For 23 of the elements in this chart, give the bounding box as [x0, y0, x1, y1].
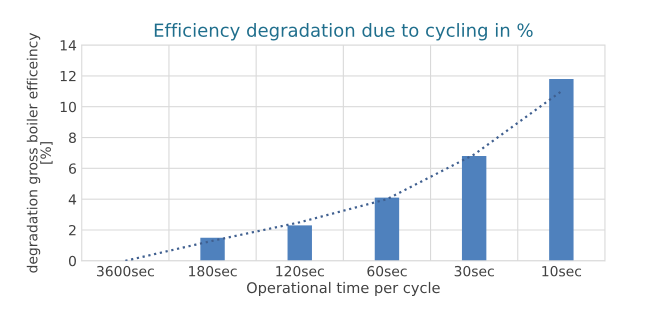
line-series [124, 90, 562, 261]
y-tick-label: 0 [68, 256, 76, 266]
bar [200, 238, 225, 261]
y-tick-label: 2 [69, 224, 76, 236]
x-tick-label: 10sec [542, 266, 582, 276]
y-tick-label: 12 [60, 70, 76, 82]
y-axis-title: degradation gross boiler efficeincy [%] [26, 32, 53, 273]
y-tick-label: 14 [60, 40, 76, 50]
bar [549, 78, 574, 261]
y-tick-label: 10 [60, 102, 76, 112]
x-tick-label: 180sec [189, 266, 237, 276]
y-tick-label: 8 [68, 132, 76, 144]
x-tick-label: 30sec [454, 266, 494, 276]
x-tick-label: 3600sec [97, 266, 154, 276]
bar [288, 225, 312, 261]
x-tick-label: 60sec [367, 266, 407, 276]
chart-title: Efficiency degradation due to cycling in % [154, 23, 533, 40]
y-tick-label: 6 [69, 163, 76, 174]
y-tick-label: 4 [68, 194, 76, 204]
bar [374, 198, 400, 261]
x-tick-label: 120sec [276, 266, 324, 276]
x-axis-title: Operational time per cycle [247, 282, 440, 296]
bar [462, 156, 486, 261]
